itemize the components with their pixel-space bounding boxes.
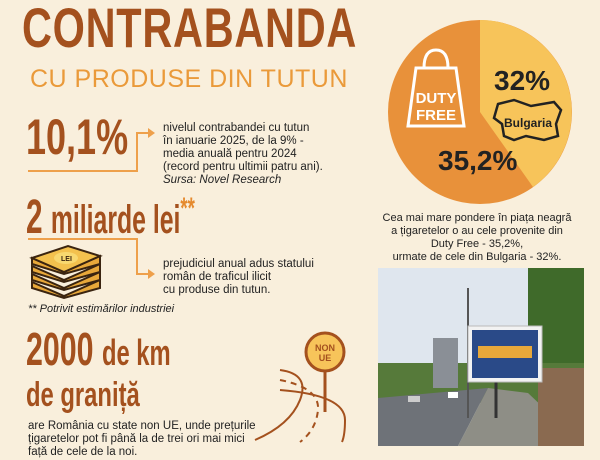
divider-line [28,238,138,240]
stat2-description: prejudiciul anual adus statului român de… [163,258,314,297]
stat1-description: nivelul contrabandei cu tutun în ianuari… [163,122,323,187]
arrow-icon [148,128,155,138]
unit: de km [101,332,171,373]
stat3-description: are România cu state non UE, unde prețur… [28,420,256,459]
bulgaria-value: 32% [494,65,550,96]
duty-free-label: FREE [416,107,456,124]
text-line: urmate de cele din Bulgaria - 32%. [392,251,562,263]
pie-chart: DUTY FREE 35,2% 32% Bulgaria [388,20,572,204]
text-line: Duty Free - 35,2%, [430,238,524,250]
source-text: Sursa: Novel Research [163,174,282,186]
text-line: nivelul contrabandei cu tutun [163,122,310,134]
text-line: media anuală pentru 2024 [163,148,297,160]
text-line: are România cu state non UE, unde prețur… [28,420,256,432]
bulgaria-label: Bulgaria [504,116,552,130]
bulgaria-map-icon [492,98,563,142]
text-line: față de cele de la noi. [28,446,138,458]
text-line: român de traficul ilicit [163,271,272,283]
street-billboard-photo [378,268,584,446]
connector-line [136,132,150,134]
connector-line [136,273,150,275]
page-subtitle: CU PRODUSE DIN TUTUN [30,65,348,93]
unit: miliarde lei [50,198,181,242]
sign-text: UE [319,353,332,363]
border-length-value: 2000 de km [26,326,171,372]
sign-text: NON [315,343,335,353]
text-line: (record pentru ultimii patru ani). [163,161,323,173]
lei-label: LEI [61,256,72,263]
footnote: ** Potrivit estimărilor industriei [28,303,175,315]
text-line: țigaretelor pot fi până la de trei ori m… [28,433,245,445]
footnote-mark: ** [180,192,195,225]
border-length-line2: de graniță [26,376,140,414]
text-line: prejudiciul anual adus statului [163,258,314,270]
number: 2000 [26,323,94,375]
duty-free-label: DUTY [416,90,457,107]
text-line: cu produse din tutun. [163,284,271,296]
damage-value: 2 miliarde lei** [26,194,195,242]
pie-caption: Cea mai mare pondere în piața neagră a ț… [372,212,582,264]
duty-free-value: 35,2% [438,145,517,176]
divider-line [28,170,138,172]
text-line: în ianuarie 2025, de la 9% - [163,135,304,147]
shopping-bag-icon [406,48,466,128]
road-sign-icon: NON UE [254,331,347,443]
money-stack-icon: LEI [29,244,103,300]
contraband-level-value: 10,1% [26,109,129,165]
arrow-icon [148,269,155,279]
connector-line [136,238,138,274]
page-title: CONTRABANDA [22,0,358,59]
number: 2 [26,191,43,244]
connector-line [136,132,138,172]
text-line: Cea mai mare pondere în piața neagră [382,212,572,224]
text-line: a țigaretelor o au cele provenite din [391,225,563,237]
